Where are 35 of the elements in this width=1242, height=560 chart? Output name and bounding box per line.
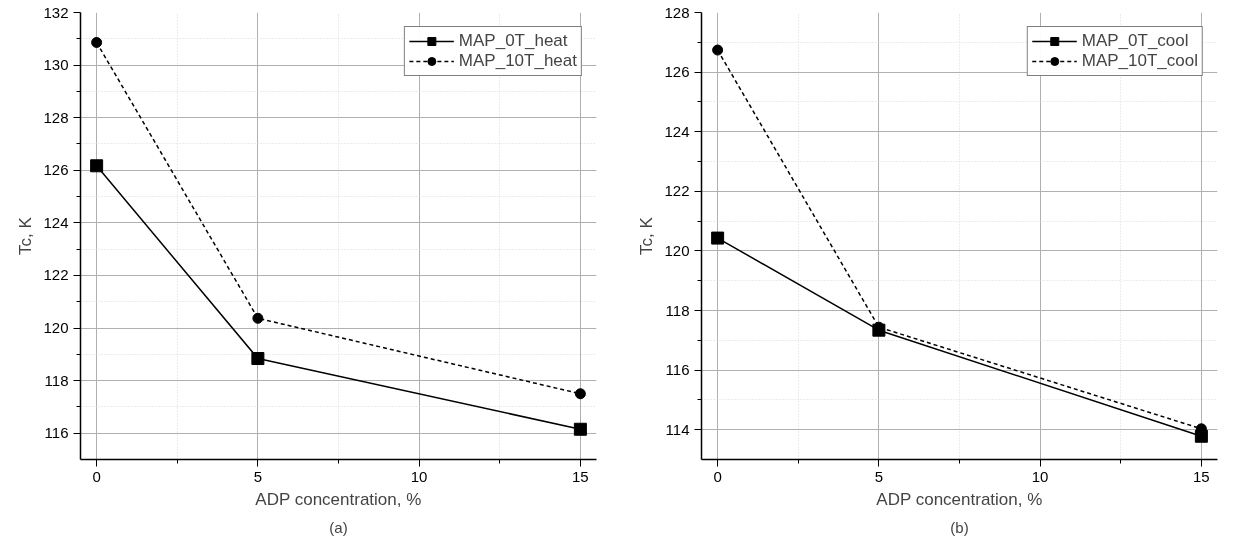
- x-tick-label: 0: [713, 467, 722, 485]
- x-tick-label: 15: [572, 467, 589, 485]
- x-tick-label: 5: [874, 467, 884, 485]
- y-tick-label: 128: [664, 3, 690, 21]
- y-axis-title: Tc, K: [637, 216, 657, 255]
- x-tick-label: 15: [1193, 467, 1210, 485]
- y-tick-label: 132: [43, 3, 69, 21]
- x-tick-label: 0: [92, 467, 101, 485]
- text: (b): [950, 518, 969, 536]
- y-tick-label: 118: [665, 301, 690, 319]
- legend-label: MAP_10T_cool: [1081, 51, 1198, 71]
- x-axis-title: ADP concentration, %: [876, 489, 1043, 509]
- y-tick-label: 120: [43, 319, 69, 337]
- y-tick-label: 122: [43, 266, 69, 284]
- x-tick-label: 5: [253, 467, 263, 485]
- y-axis-title: Tc, K: [16, 216, 36, 255]
- x-tick-label: 10: [410, 467, 428, 485]
- y-tick-label: 114: [665, 420, 690, 438]
- y-tick-label: 128: [43, 108, 69, 126]
- x-axis-title: ADP concentration, %: [255, 489, 422, 509]
- y-tick-label: 120: [664, 241, 690, 259]
- y-tick-label: 130: [43, 56, 69, 74]
- legend-label: MAP_10T_heat: [458, 51, 577, 71]
- y-tick-label: 124: [664, 122, 690, 140]
- y-tick-label: 126: [664, 63, 690, 81]
- legend-label: MAP_0T_cool: [1081, 31, 1189, 51]
- y-tick-label: 124: [43, 213, 69, 231]
- legend-label: MAP_0T_heat: [458, 31, 568, 51]
- y-tick-label: 116: [665, 361, 690, 379]
- y-tick-label: 116: [44, 424, 69, 442]
- y-tick-label: 118: [44, 371, 69, 389]
- x-tick-label: 10: [1031, 467, 1049, 485]
- text: (a): [329, 518, 348, 536]
- y-tick-label: 122: [664, 182, 690, 200]
- y-tick-label: 126: [43, 161, 69, 179]
